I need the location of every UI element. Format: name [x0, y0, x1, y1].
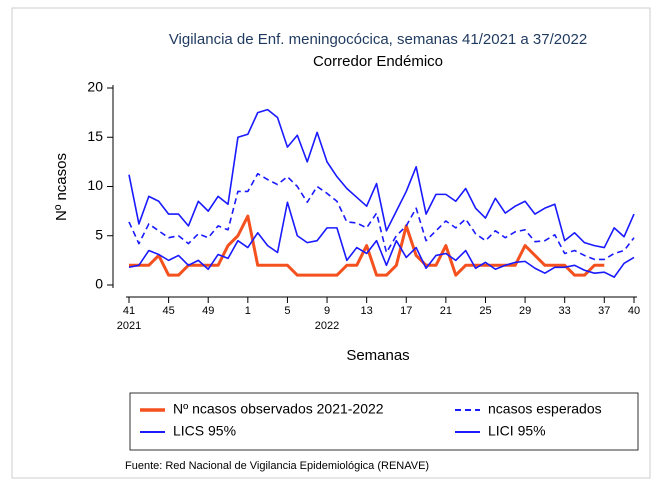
y-tick-label: 0 — [95, 276, 103, 292]
source-note: Fuente: Red Nacional de Vigilancia Epide… — [125, 460, 429, 472]
legend-label: ncasos esperados — [488, 401, 602, 417]
x-tick-label: 29 — [519, 305, 531, 317]
x-tick-label: 13 — [361, 305, 373, 317]
x-year-label: 2022 — [315, 320, 339, 332]
legend-box — [129, 392, 639, 451]
y-tick-label: 10 — [87, 177, 103, 193]
frame — [11, 7, 651, 479]
y-tick-label: 20 — [87, 79, 103, 95]
chart-subtitle: Corredor Endémico — [313, 53, 443, 70]
chart-title: Vigilancia de Enf. meningocócica, semana… — [169, 31, 587, 48]
x-tick-label: 33 — [559, 305, 571, 317]
y-tick-label: 15 — [87, 128, 103, 144]
x-tick-label: 40 — [628, 305, 640, 317]
x-tick-label: 41 — [123, 305, 135, 317]
legend-label: Nº ncasos observados 2021-2022 — [173, 401, 384, 417]
x-tick-label: 17 — [400, 305, 412, 317]
series-line — [128, 201, 635, 278]
x-year-label: 2021 — [117, 320, 141, 332]
legend-label: LICI 95% — [488, 423, 546, 439]
y-axis-label: Nº ncasos — [53, 153, 70, 221]
x-tick-label: 25 — [479, 305, 491, 317]
y-tick-label: 5 — [95, 226, 103, 242]
series-line — [129, 214, 605, 277]
x-tick-label: 21 — [440, 305, 452, 317]
x-axis-label: Semanas — [346, 347, 409, 364]
series-line — [128, 108, 635, 249]
x-tick-label: 49 — [202, 305, 214, 317]
x-tick-label: 9 — [324, 305, 330, 317]
series-line — [128, 172, 635, 261]
x-tick-label: 1 — [245, 305, 251, 317]
x-tick-label: 45 — [162, 305, 174, 317]
x-tick-label: 37 — [598, 305, 610, 317]
legend-label: LICS 95% — [173, 423, 236, 439]
x-tick-label: 5 — [284, 305, 290, 317]
